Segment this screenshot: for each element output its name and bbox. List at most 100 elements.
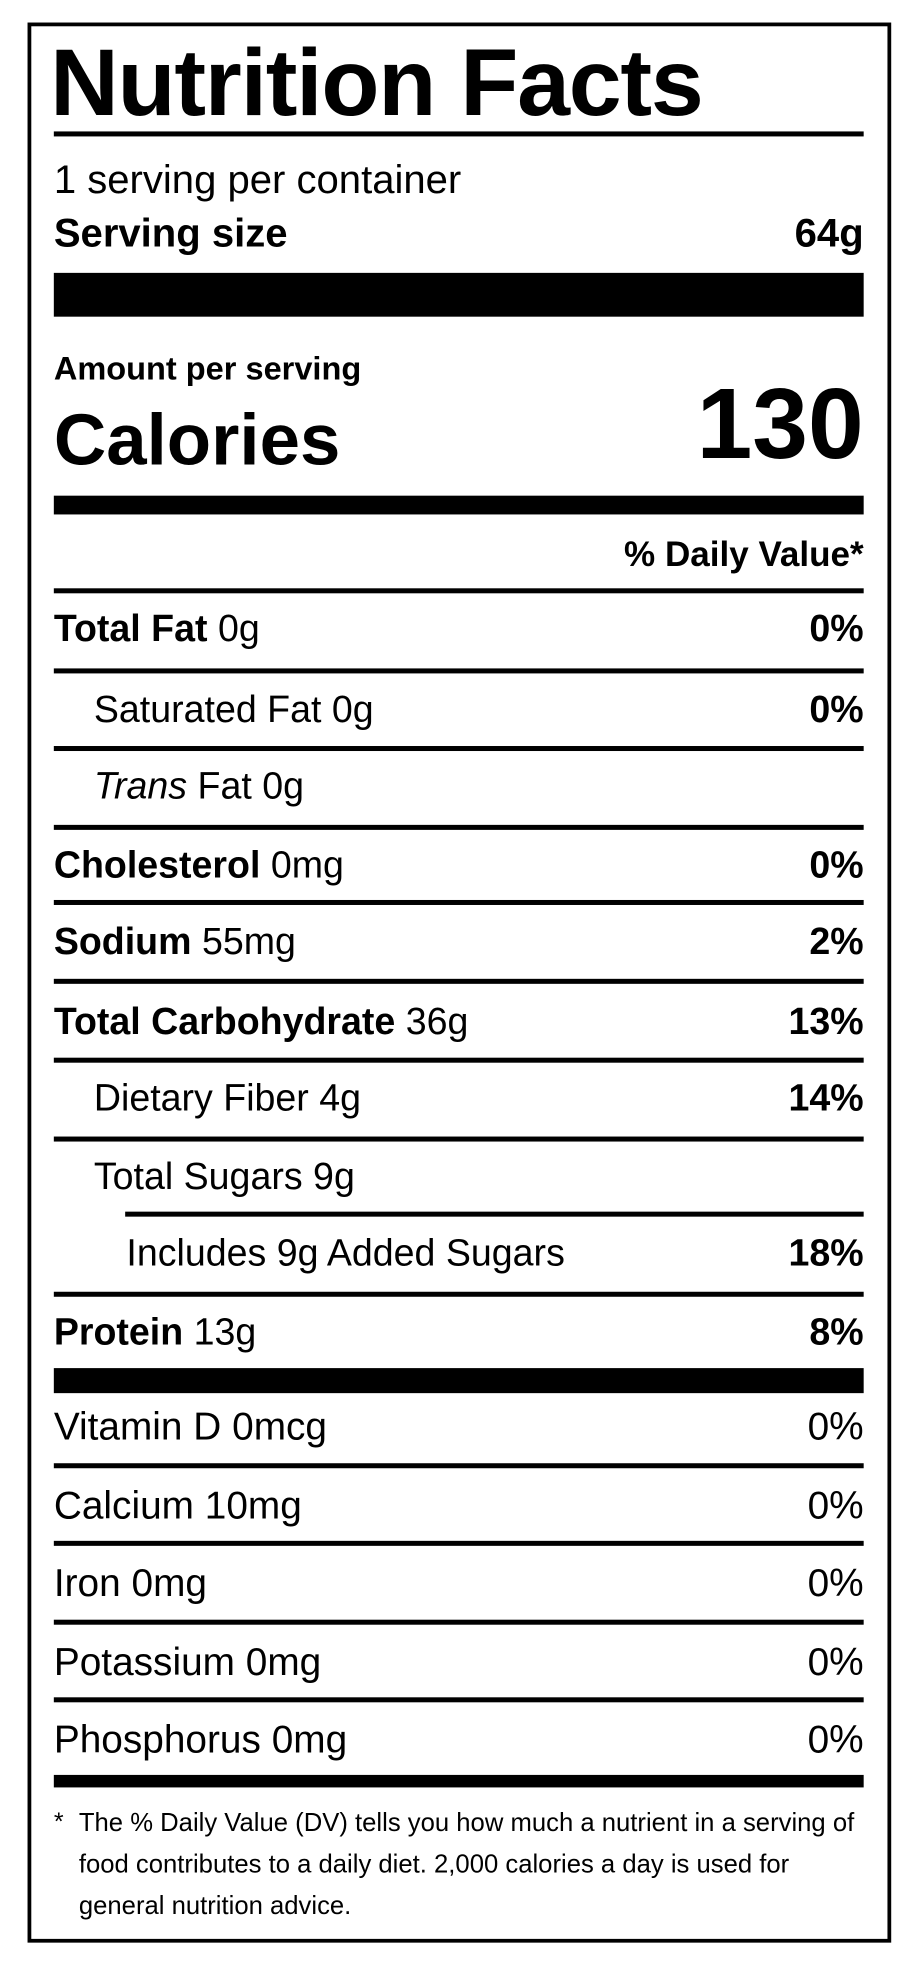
vitamin-row: Potassium 0mg 0% [54, 1637, 864, 1687]
daily-value: 18% [788, 1232, 864, 1275]
vitamin-name: Iron [53, 1560, 121, 1605]
title: Nutrition Facts [50, 30, 704, 137]
nutrient-name: Cholesterol [53, 844, 261, 887]
label-border [27, 22, 892, 1943]
nutrient-amount: 0g [217, 608, 260, 650]
daily-value: 13% [788, 1001, 864, 1043]
nutrient-text: Protein 13g [54, 1308, 256, 1358]
thick-bar [53, 1368, 864, 1394]
nutrient-text: Saturated Fat 0g [94, 686, 374, 736]
nutrient-name: Total Sugars [93, 1156, 303, 1198]
nutrient-label: Includes 9g Added Sugars [126, 1232, 565, 1275]
rule [125, 1211, 864, 1217]
rule [53, 1619, 864, 1625]
rule [53, 1136, 864, 1142]
nutrient-row: Total Fat 0g 0% [54, 605, 864, 655]
footnote-text: The % Daily Value (DV) tells you how muc… [78, 1808, 855, 1921]
serving-size-value: 64g [794, 210, 864, 256]
vitamin-amount: 0mcg [232, 1404, 328, 1449]
vitamin-name: Calcium [53, 1483, 194, 1528]
vitamin-row: Calcium 10mg 0% [54, 1481, 864, 1531]
vitamin-text: Phosphorus 0mg [54, 1715, 347, 1765]
nutrient-amount: 13g [193, 1311, 257, 1354]
daily-value: 0% [807, 1483, 864, 1528]
vitamin-text: Calcium 10mg [54, 1481, 302, 1531]
nutrient-row: Trans Fat 0g [54, 762, 864, 812]
vitamin-amount: 0mg [131, 1560, 207, 1605]
thick-bar [53, 1774, 864, 1788]
vitamin-amount: 10mg [204, 1483, 302, 1528]
rule [53, 1057, 864, 1063]
nutrient-row: Saturated Fat 0g 0% [54, 686, 864, 736]
nutrient-name: Dietary Fiber [93, 1077, 309, 1120]
daily-value: 0% [809, 844, 864, 887]
vitamin-name: Phosphorus [53, 1717, 261, 1762]
nutrient-text: Includes 9g Added Sugars [126, 1229, 564, 1279]
nutrient-text: Total Sugars 9g [94, 1153, 355, 1203]
nutrient-name-italic: Trans [93, 766, 188, 808]
thick-bar [53, 495, 864, 515]
vitamin-amount: 0mg [245, 1639, 322, 1684]
serving-size-label: Serving size [53, 210, 288, 256]
rule [53, 1291, 864, 1297]
daily-value: 14% [788, 1077, 864, 1120]
daily-value: 0% [807, 1639, 864, 1684]
vitamin-text: Iron 0mg [54, 1558, 207, 1608]
rule [53, 1697, 864, 1703]
vitamin-text: Vitamin D 0mcg [54, 1402, 327, 1452]
daily-value: 0% [807, 1404, 864, 1449]
nutrient-amount: 0g [331, 689, 374, 731]
nutrient-row: Protein 13g 8% [54, 1308, 864, 1358]
footnote-mark: * [53, 1808, 64, 1837]
nutrient-name: Protein [53, 1311, 184, 1354]
nutrient-row: Sodium 55mg 2% [54, 917, 864, 967]
nutrient-row: Total Sugars 9g [54, 1153, 864, 1203]
nutrient-name: Total Fat [53, 608, 208, 650]
daily-value-header: % Daily Value* [624, 534, 864, 574]
thick-bar [53, 272, 864, 317]
vitamin-name: Potassium [53, 1639, 235, 1684]
rule [53, 1463, 864, 1469]
daily-value: 0% [807, 1560, 864, 1605]
nutrient-amount: 9g [313, 1156, 355, 1198]
nutrient-text: Total Fat 0g [54, 605, 260, 655]
rule [53, 588, 864, 594]
rule [53, 746, 864, 752]
nutrient-row: Includes 9g Added Sugars 18% [54, 1229, 864, 1279]
calories-value: 130 [696, 367, 864, 480]
nutrient-name: Fat [197, 766, 252, 808]
vitamin-row: Iron 0mg 0% [54, 1558, 864, 1608]
daily-value: 2% [809, 921, 864, 963]
vitamin-text: Potassium 0mg [54, 1637, 321, 1687]
daily-value: 0% [807, 1717, 864, 1762]
nutrient-text: Trans Fat 0g [94, 762, 304, 812]
rule [53, 978, 864, 984]
nutrient-name: Total Carbohydrate [53, 1001, 396, 1043]
nutrient-text: Total Carbohydrate 36g [54, 998, 469, 1048]
nutrient-name: Saturated Fat [93, 689, 322, 731]
amount-per-serving: Amount per serving [53, 349, 362, 387]
nutrient-amount: 0mg [270, 844, 344, 887]
rule [53, 1540, 864, 1546]
servings: 1 serving per container [53, 156, 462, 202]
nutrient-text: Sodium 55mg [54, 917, 296, 967]
nutrient-amount: 4g [319, 1077, 362, 1120]
rule [53, 131, 864, 137]
daily-value: 8% [809, 1311, 864, 1354]
nutrient-amount: 36g [405, 1001, 469, 1043]
rule [53, 668, 864, 674]
vitamin-name: Vitamin D [53, 1404, 222, 1449]
daily-value: 0% [809, 608, 864, 650]
nutrient-name: Sodium [53, 921, 192, 963]
calories-label: Calories [53, 399, 341, 481]
nutrient-amount: 55mg [201, 921, 296, 963]
rule [53, 824, 864, 830]
nutrient-row: Dietary Fiber 4g 14% [54, 1074, 864, 1124]
footnote-text: The % Daily Value (DV) tells you how muc… [79, 1802, 855, 1926]
vitamin-row: Vitamin D 0mcg 0% [54, 1402, 864, 1452]
rule [53, 899, 864, 905]
nutrient-amount: 0g [262, 766, 305, 808]
nutrient-text: Cholesterol 0mg [54, 841, 344, 891]
